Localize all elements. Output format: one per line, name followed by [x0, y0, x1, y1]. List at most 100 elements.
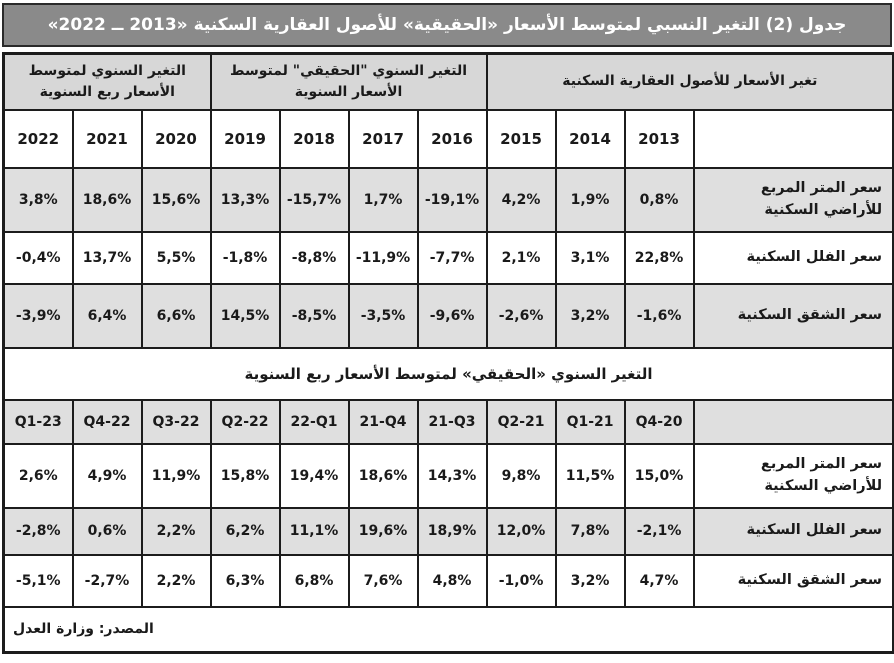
source-row: المصدر: وزارة العدل	[2, 605, 894, 654]
value-cell: 6,2%	[209, 506, 281, 556]
quarter-header-row: Q1-23 Q4-22 Q3-22 Q2-22 22-Q1 21-Q4 21-Q3 Q2-21…	[2, 398, 894, 445]
value-cell: 13,3%	[209, 166, 281, 233]
value-cell: 22,8%	[623, 230, 695, 285]
quarter-header-cell: 21-Q4	[347, 398, 419, 445]
value-cell: 19,4%	[278, 442, 350, 509]
year-header-cell: 2019	[209, 108, 281, 169]
group-header-real-annual-avg: التغير السنوي "الحقيقي" لمتوسط الأسعار ا…	[209, 52, 488, 111]
source-note: المصدر: وزارة العدل	[2, 605, 894, 654]
value-cell: 18,6%	[347, 442, 419, 509]
quarterly-data-row: 2,6% 4,9% 11,9% 15,8% 19,4% 18,6% 14,3% 9,8% 11,…	[2, 442, 894, 509]
quarterly-section-title: التغير السنوي «الحقيقي» لمتوسط الأسعار ر…	[2, 346, 894, 401]
value-cell: 11,5%	[554, 442, 626, 509]
value-cell: -9,6%	[416, 282, 488, 349]
year-header-cell: 2015	[485, 108, 557, 169]
quarter-header-cell: 21-Q3	[416, 398, 488, 445]
value-cell: 15,8%	[209, 442, 281, 509]
value-cell: 2,2%	[140, 506, 212, 556]
corner-empty-cell	[692, 108, 894, 169]
quarterly-data-row: -2,8% 0,6% 2,2% 6,2% 11,1% 19,6% 18,9% 12,0% 7,8…	[2, 506, 894, 556]
value-cell: -5,1%	[2, 553, 74, 608]
row-label: سعر الشقق السكنية	[692, 553, 894, 608]
group-header-row: التغير السنوي لمتوسط الأسعار ربع السنوية…	[2, 52, 894, 111]
value-cell: 3,2%	[554, 282, 626, 349]
quarter-header-cell: Q2-22	[209, 398, 281, 445]
year-header-cell: 2021	[71, 108, 143, 169]
value-cell: -1,8%	[209, 230, 281, 285]
value-cell: -11,9%	[347, 230, 419, 285]
value-cell: 11,9%	[140, 442, 212, 509]
value-cell: 15,6%	[140, 166, 212, 233]
value-cell: 6,3%	[209, 553, 281, 608]
value-cell: 3,2%	[554, 553, 626, 608]
row-label: سعر المتر المربع للأراضي السكنية	[692, 442, 894, 509]
value-cell: -1,6%	[623, 282, 695, 349]
row-label: سعر المتر المربع للأراضي السكنية	[692, 166, 894, 233]
value-cell: 7,6%	[347, 553, 419, 608]
value-cell: -3,9%	[2, 282, 74, 349]
value-cell: 0,6%	[71, 506, 143, 556]
year-header-cell: 2017	[347, 108, 419, 169]
row-label: سعر الفلل السكنية	[692, 230, 894, 285]
quarter-header-cell: Q1-23	[2, 398, 74, 445]
value-cell: 4,8%	[416, 553, 488, 608]
value-cell: -3,5%	[347, 282, 419, 349]
value-cell: -8,5%	[278, 282, 350, 349]
value-cell: 4,7%	[623, 553, 695, 608]
value-cell: -8,8%	[278, 230, 350, 285]
group-header-price-change: تغير الأسعار للأصول العقارية السكنية	[485, 52, 894, 111]
value-cell: -7,7%	[416, 230, 488, 285]
value-cell: 9,8%	[485, 442, 557, 509]
value-cell: 2,6%	[2, 442, 74, 509]
value-cell: -2,6%	[485, 282, 557, 349]
group-header-quarterly-avg: التغير السنوي لمتوسط الأسعار ربع السنوية	[2, 52, 212, 111]
row-label: سعر الشقق السكنية	[692, 282, 894, 349]
value-cell: 4,9%	[71, 442, 143, 509]
year-header-row: 2022 2021 2020 2019 2018 2017 2016 2015 2014 2013	[2, 108, 894, 169]
value-cell: 14,5%	[209, 282, 281, 349]
annual-data-row: -3,9% 6,4% 6,6% 14,5% -8,5% -3,5% -9,6% -2,6% 3,…	[2, 282, 894, 349]
value-cell: -0,4%	[2, 230, 74, 285]
value-cell: 5,5%	[140, 230, 212, 285]
value-cell: -19,1%	[416, 166, 488, 233]
quarter-header-cell: Q4-20	[623, 398, 695, 445]
value-cell: 2,1%	[485, 230, 557, 285]
table-title: جدول (2) التغير النسبي لمتوسط الأسعار «ا…	[2, 3, 892, 47]
value-cell: -2,7%	[71, 553, 143, 608]
year-header-cell: 2020	[140, 108, 212, 169]
value-cell: 1,7%	[347, 166, 419, 233]
value-cell: -1,0%	[485, 553, 557, 608]
row-label: سعر الفلل السكنية	[692, 506, 894, 556]
quarterly-data-row: -5,1% -2,7% 2,2% 6,3% 6,8% 7,6% 4,8% -1,0% 3,2% 4…	[2, 553, 894, 608]
value-cell: 2,2%	[140, 553, 212, 608]
value-cell: 6,6%	[140, 282, 212, 349]
quarter-header-cell: Q2-21	[485, 398, 557, 445]
value-cell: 15,0%	[623, 442, 695, 509]
quarter-header-cell: Q1-21	[554, 398, 626, 445]
value-cell: 11,1%	[278, 506, 350, 556]
value-cell: 7,8%	[554, 506, 626, 556]
year-header-cell: 2022	[2, 108, 74, 169]
value-cell: -15,7%	[278, 166, 350, 233]
real-estate-price-change-table: التغير السنوي لمتوسط الأسعار ربع السنوية…	[2, 52, 894, 654]
value-cell: 4,2%	[485, 166, 557, 233]
value-cell: 18,9%	[416, 506, 488, 556]
year-header-cell: 2018	[278, 108, 350, 169]
value-cell: 6,4%	[71, 282, 143, 349]
year-header-cell: 2014	[554, 108, 626, 169]
value-cell: 18,6%	[71, 166, 143, 233]
value-cell: 3,8%	[2, 166, 74, 233]
quarter-header-cell: Q4-22	[71, 398, 143, 445]
value-cell: 3,1%	[554, 230, 626, 285]
annual-data-row: 3,8% 18,6% 15,6% 13,3% -15,7% 1,7% -19,1% 4,2% 1…	[2, 166, 894, 233]
value-cell: 19,6%	[347, 506, 419, 556]
value-cell: 12,0%	[485, 506, 557, 556]
annual-data-row: -0,4% 13,7% 5,5% -1,8% -8,8% -11,9% -7,7% 2,1% 3…	[2, 230, 894, 285]
quarter-header-cell: Q3-22	[140, 398, 212, 445]
year-header-cell: 2013	[623, 108, 695, 169]
value-cell: 6,8%	[278, 553, 350, 608]
value-cell: 13,7%	[71, 230, 143, 285]
value-cell: 14,3%	[416, 442, 488, 509]
value-cell: 0,8%	[623, 166, 695, 233]
